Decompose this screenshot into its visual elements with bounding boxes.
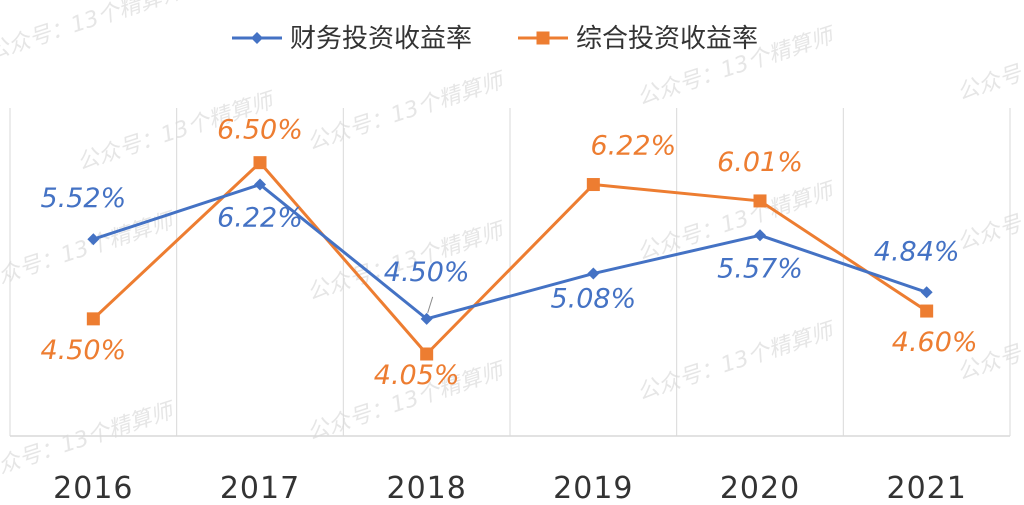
data-point [920,286,933,299]
data-label: 4.84% [874,236,960,267]
series-line [92,161,928,356]
watermark-text: 公众号：13个精算师 [634,318,840,406]
data-label: 6.22% [590,131,676,162]
data-label: 5.52% [40,183,126,214]
data-label: 6.01% [717,147,803,178]
data-label: 6.22% [217,203,303,234]
data-point [587,267,600,280]
legend-swatch-marker [536,31,550,45]
legend-swatch-marker [251,32,263,44]
data-labels: 4.50% 6.50% 4.05% 6.22% 6.01% 4.60% 5.52% 6.22%… [40,115,977,391]
x-tick-label: 2018 [386,471,466,505]
series-markers [86,156,934,361]
data-point [753,194,767,208]
data-point [420,312,433,325]
data-point [754,229,766,242]
legend: 财务投资收益率 综合投资收益率 [232,24,758,54]
series-line [92,183,928,321]
data-point [86,312,100,326]
data-point [920,304,934,318]
data-point [586,178,600,192]
grid-lines [9,108,1011,437]
x-tick-label: 2016 [53,471,133,505]
data-point [87,233,100,246]
legend-label: 财务投资收益率 [290,24,472,54]
data-point [253,156,267,170]
x-tick-label: 2021 [886,471,966,505]
x-tick-label: 2017 [220,471,300,505]
x-tick-label: 2020 [720,471,800,505]
data-label: 4.60% [892,327,978,358]
data-label: 5.08% [550,284,636,315]
data-label: 4.50% [384,257,470,288]
data-label: 4.05% [374,360,460,391]
data-label: 4.50% [40,335,126,366]
watermark-text: 公众号：13个精算师 [954,168,1024,256]
data-label: 5.57% [717,253,803,284]
data-label: 6.50% [217,115,303,146]
watermark-text: 公众号：13个精算师 [0,0,190,66]
label-leader-line [427,296,434,314]
data-point [254,178,266,191]
x-tick-label: 2019 [553,471,633,505]
watermark-text: 公众号：13个精算师 [304,68,510,156]
legend-label: 综合投资收益率 [576,24,758,54]
data-point [420,347,434,361]
x-axis-ticks: 2016 2017 2018 2019 2020 2021 [53,471,966,505]
watermark-text: 公众号：13个精算师 [954,18,1024,106]
series-lines [92,161,928,356]
